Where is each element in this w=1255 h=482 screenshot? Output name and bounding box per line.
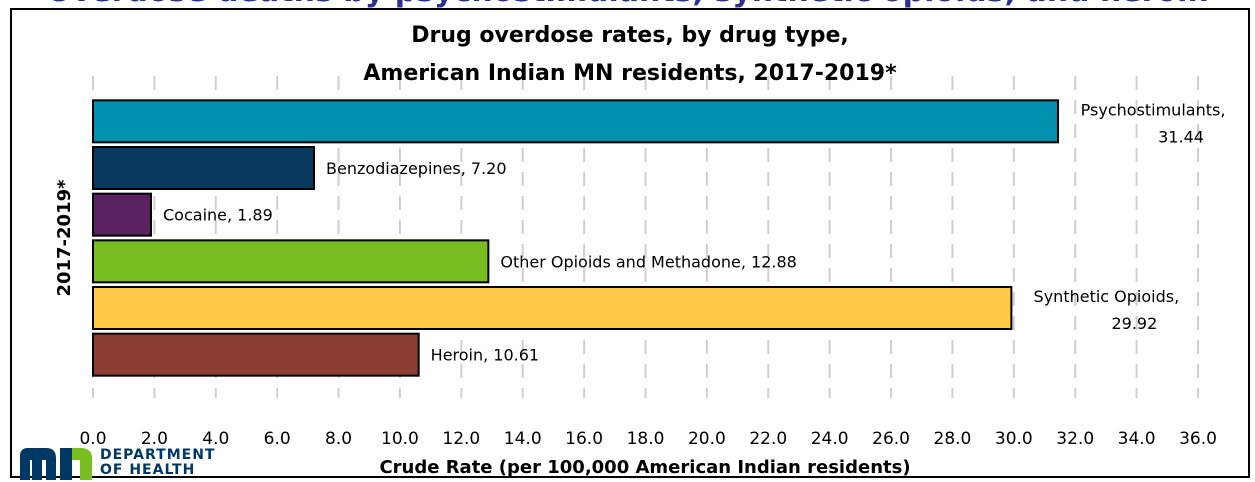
x-tick-label: 4.0	[202, 429, 229, 449]
x-tick-label: 14.0	[504, 429, 542, 449]
bar	[92, 192, 153, 237]
top-banner: Overdose deaths by psychostimulants, syn…	[0, 0, 1255, 10]
chart-title-line-1: Drug overdose rates, by drug type,	[411, 23, 849, 48]
data-label-value: 31.44	[1158, 127, 1204, 146]
data-label: Heroin, 10.61	[431, 346, 539, 365]
x-tick-label: 32.0	[1056, 429, 1094, 449]
data-label: Synthetic Opioids,	[1034, 287, 1180, 306]
bar	[92, 286, 1013, 330]
x-tick-label: 10.0	[381, 429, 419, 449]
data-label: Benzodiazepines, 7.20	[326, 159, 507, 178]
x-tick-label: 16.0	[565, 429, 603, 449]
data-label-layer: Psychostimulants, 31.44 Benzodiazepines, 7…	[163, 100, 1225, 364]
bar-layer	[92, 99, 1060, 377]
x-tick-label: 20.0	[688, 429, 726, 449]
x-tick-label: 22.0	[749, 429, 787, 449]
bar	[92, 239, 490, 284]
x-tick-label: 8.0	[325, 429, 352, 449]
bar	[92, 332, 420, 377]
mn-logo-mark-icon	[20, 448, 92, 480]
x-tick-label: 24.0	[811, 429, 849, 449]
x-tick-label: 6.0	[264, 429, 291, 449]
logo-department-text: DEPARTMENT OF HEALTH	[100, 448, 215, 478]
x-tick-label: 0.0	[79, 429, 106, 449]
logo-line-1: DEPARTMENT	[100, 447, 216, 463]
x-tick-label: 12.0	[442, 429, 480, 449]
mdh-logo: DEPARTMENT OF HEALTH	[18, 446, 258, 482]
data-label: Psychostimulants,	[1081, 100, 1226, 119]
x-tick-label: 26.0	[872, 429, 910, 449]
x-tick-label: 2.0	[141, 429, 168, 449]
data-label: Other Opioids and Methadone, 12.88	[500, 252, 796, 271]
x-axis-title: Crude Rate (per 100,000 American Indian …	[379, 457, 910, 478]
x-tick-label: 36.0	[1179, 429, 1217, 449]
top-banner-text: Overdose deaths by psychostimulants, syn…	[0, 0, 1255, 9]
x-tick-label: 34.0	[1118, 429, 1156, 449]
bar	[92, 99, 1060, 144]
chart-title-line-2: American Indian MN residents, 2017-2019*	[363, 61, 897, 86]
x-tick-layer: 0.0 2.0 4.0 6.0 8.0 10.0 12.0 14.0 16.0 18.0 20.0 2…	[79, 429, 1216, 449]
x-tick-label: 18.0	[627, 429, 665, 449]
data-label-value: 29.92	[1111, 314, 1157, 333]
data-label: Cocaine, 1.89	[163, 206, 273, 225]
x-tick-label: 28.0	[934, 429, 972, 449]
logo-line-2: OF HEALTH	[100, 462, 196, 478]
x-tick-label: 30.0	[995, 429, 1033, 449]
bar	[92, 146, 315, 190]
y-axis-title: 2017-2019*	[54, 179, 75, 297]
